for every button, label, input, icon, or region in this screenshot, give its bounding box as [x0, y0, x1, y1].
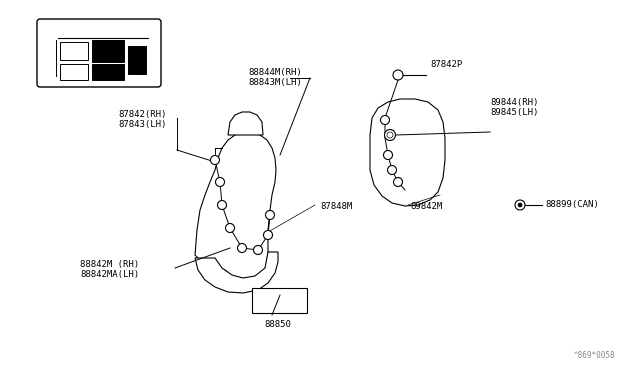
Text: 88899(CAN): 88899(CAN) — [545, 200, 599, 209]
Circle shape — [394, 177, 403, 186]
Text: ^869*0058: ^869*0058 — [573, 351, 615, 360]
Text: 88842M (RH)
88842MA(LH): 88842M (RH) 88842MA(LH) — [80, 260, 139, 279]
Text: 89842M: 89842M — [410, 202, 442, 211]
Circle shape — [225, 224, 234, 232]
Circle shape — [253, 246, 262, 254]
Circle shape — [385, 129, 396, 141]
Circle shape — [387, 132, 393, 138]
Text: 88850: 88850 — [264, 320, 291, 329]
Text: 87842P: 87842P — [430, 60, 462, 69]
Circle shape — [383, 151, 392, 160]
Bar — [128, 46, 146, 74]
Text: 87842(RH)
87843(LH): 87842(RH) 87843(LH) — [118, 110, 166, 129]
Circle shape — [393, 70, 403, 80]
Bar — [60, 64, 88, 80]
Circle shape — [518, 203, 522, 207]
Polygon shape — [195, 132, 276, 282]
Polygon shape — [370, 99, 445, 206]
Circle shape — [515, 200, 525, 210]
Text: 87848M: 87848M — [320, 202, 352, 211]
Circle shape — [218, 201, 227, 209]
Bar — [92, 64, 124, 80]
FancyBboxPatch shape — [37, 19, 161, 87]
Circle shape — [211, 155, 220, 164]
Polygon shape — [195, 252, 278, 293]
Polygon shape — [228, 112, 263, 135]
Circle shape — [216, 177, 225, 186]
Circle shape — [381, 115, 390, 125]
Bar — [92, 40, 124, 62]
Text: 89844(RH)
89845(LH): 89844(RH) 89845(LH) — [490, 98, 538, 118]
Circle shape — [264, 231, 273, 240]
Circle shape — [387, 166, 397, 174]
Bar — [60, 42, 88, 60]
Circle shape — [266, 211, 275, 219]
Bar — [252, 288, 307, 313]
Circle shape — [237, 244, 246, 253]
Text: 88844M(RH)
88843M(LH): 88844M(RH) 88843M(LH) — [248, 68, 301, 87]
